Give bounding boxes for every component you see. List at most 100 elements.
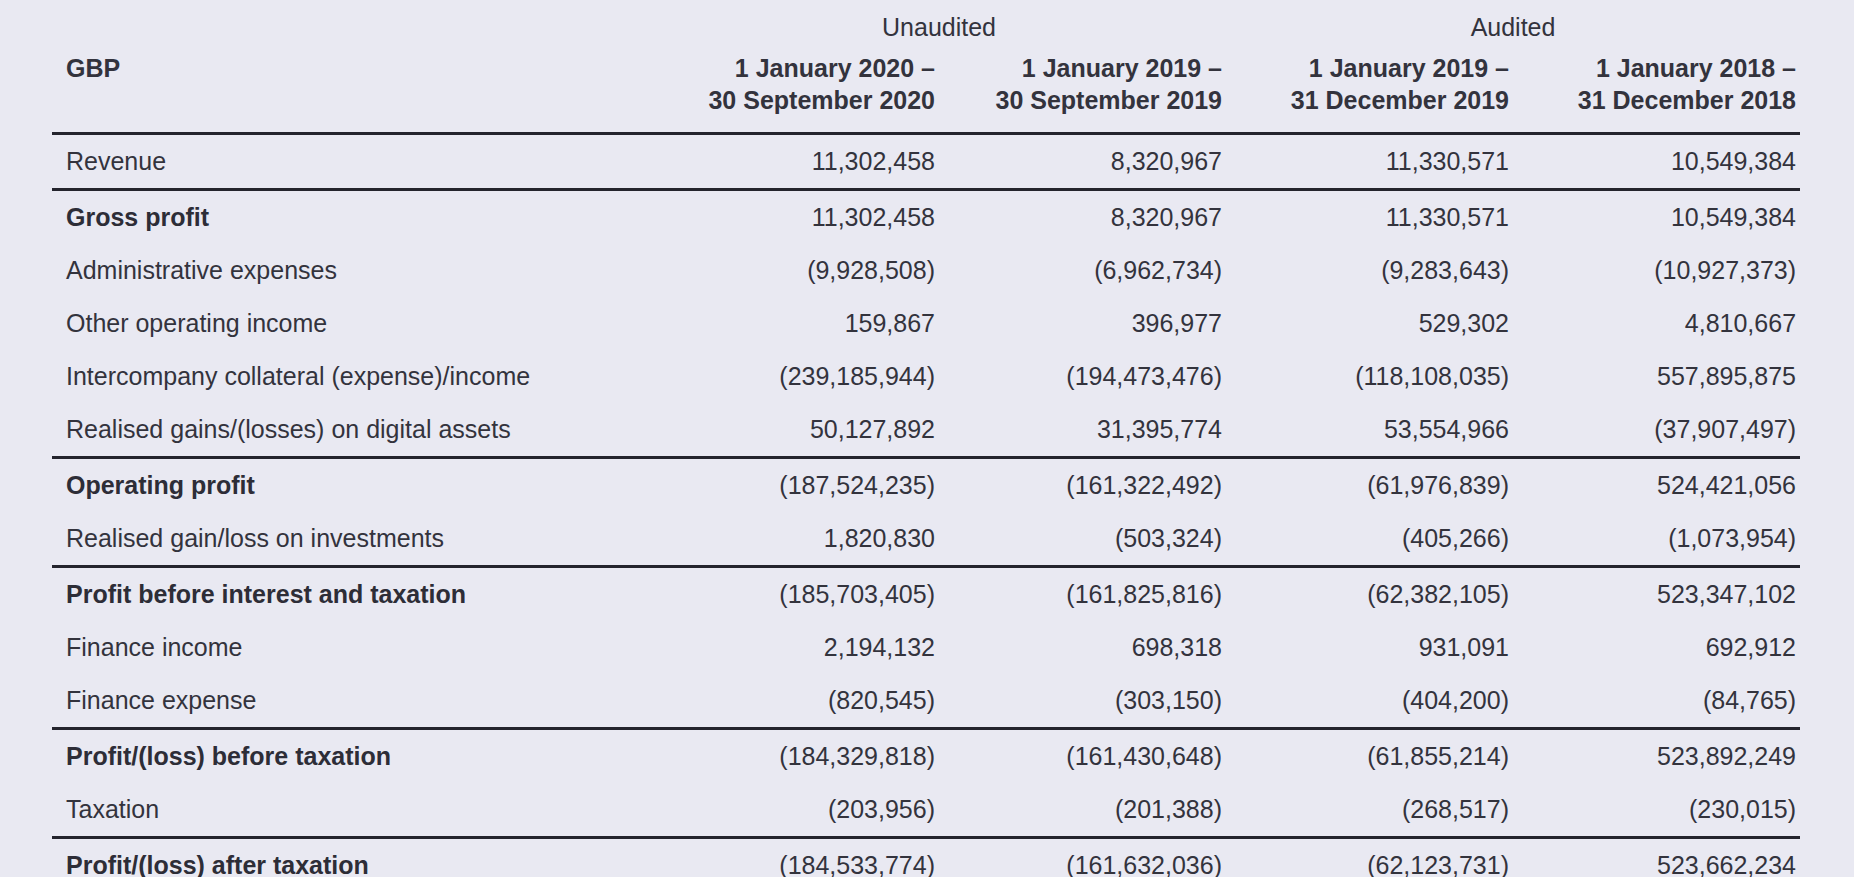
cell-value: 11,330,571	[1226, 190, 1513, 245]
cell-value: 10,549,384	[1513, 134, 1800, 190]
table-row-other-operating-income: Other operating income 159,867 396,977 5…	[52, 297, 1800, 350]
cell-value: (10,927,373)	[1513, 244, 1800, 297]
cell-value: (61,855,214)	[1226, 729, 1513, 784]
table-row-finance-expense: Finance expense (820,545) (303,150) (404…	[52, 674, 1800, 729]
row-label: Profit before interest and taxation	[52, 567, 652, 622]
row-label: Realised gains/(losses) on digital asset…	[52, 403, 652, 458]
cell-value: 692,912	[1513, 621, 1800, 674]
cell-value: (118,108,035)	[1226, 350, 1513, 403]
income-statement-table: Unaudited Audited GBP 1 January 2020 – 3…	[52, 4, 1800, 877]
cell-value: (161,322,492)	[939, 458, 1226, 513]
cell-value: (820,545)	[652, 674, 939, 729]
table-row-profit-loss-before-taxation: Profit/(loss) before taxation (184,329,8…	[52, 729, 1800, 784]
table-row-profit-before-interest-taxation: Profit before interest and taxation (185…	[52, 567, 1800, 622]
cell-value: 159,867	[652, 297, 939, 350]
period-4-line-1: 1 January 2018 –	[1596, 54, 1796, 82]
cell-value: (6,962,734)	[939, 244, 1226, 297]
row-label: Profit/(loss) after taxation	[52, 838, 652, 877]
table-row-operating-profit: Operating profit (187,524,235) (161,322,…	[52, 458, 1800, 513]
cell-value: 524,421,056	[1513, 458, 1800, 513]
period-2-line-2: 30 September 2019	[995, 86, 1222, 114]
cell-value: (194,473,476)	[939, 350, 1226, 403]
table-row-realised-gain-loss-investments: Realised gain/loss on investments 1,820,…	[52, 512, 1800, 567]
cell-value: (303,150)	[939, 674, 1226, 729]
cell-value: (503,324)	[939, 512, 1226, 567]
cell-value: 53,554,966	[1226, 403, 1513, 458]
cell-value: (239,185,944)	[652, 350, 939, 403]
row-label: Administrative expenses	[52, 244, 652, 297]
cell-value: 529,302	[1226, 297, 1513, 350]
row-label: Operating profit	[52, 458, 652, 513]
cell-value: (62,123,731)	[1226, 838, 1513, 877]
currency-label: GBP	[52, 52, 652, 134]
audit-group-row: Unaudited Audited	[52, 4, 1800, 52]
cell-value: (185,703,405)	[652, 567, 939, 622]
cell-value: 8,320,967	[939, 190, 1226, 245]
cell-value: 1,820,830	[652, 512, 939, 567]
cell-value: 11,330,571	[1226, 134, 1513, 190]
row-label: Realised gain/loss on investments	[52, 512, 652, 567]
row-label: Other operating income	[52, 297, 652, 350]
period-1-line-2: 30 September 2020	[708, 86, 935, 114]
cell-value: (184,533,774)	[652, 838, 939, 877]
cell-value: (1,073,954)	[1513, 512, 1800, 567]
row-label: Taxation	[52, 783, 652, 838]
table-row-profit-loss-after-taxation: Profit/(loss) after taxation (184,533,77…	[52, 838, 1800, 877]
row-label: Finance income	[52, 621, 652, 674]
column-header-period-3: 1 January 2019 – 31 December 2019	[1226, 52, 1513, 134]
table-row-gross-profit: Gross profit 11,302,458 8,320,967 11,330…	[52, 190, 1800, 245]
column-header-period-4: 1 January 2018 – 31 December 2018	[1513, 52, 1800, 134]
cell-value: (84,765)	[1513, 674, 1800, 729]
cell-value: (61,976,839)	[1226, 458, 1513, 513]
cell-value: (161,825,816)	[939, 567, 1226, 622]
row-label: Finance expense	[52, 674, 652, 729]
table-row-finance-income: Finance income 2,194,132 698,318 931,091…	[52, 621, 1800, 674]
period-4-line-2: 31 December 2018	[1578, 86, 1796, 114]
table-row-realised-gains-digital-assets: Realised gains/(losses) on digital asset…	[52, 403, 1800, 458]
group-header-audited: Audited	[1226, 4, 1800, 52]
column-header-period-1: 1 January 2020 – 30 September 2020	[652, 52, 939, 134]
cell-value: (184,329,818)	[652, 729, 939, 784]
cell-value: 4,810,667	[1513, 297, 1800, 350]
cell-value: 31,395,774	[939, 403, 1226, 458]
cell-value: 931,091	[1226, 621, 1513, 674]
table-row-administrative-expenses: Administrative expenses (9,928,508) (6,9…	[52, 244, 1800, 297]
cell-value: 523,892,249	[1513, 729, 1800, 784]
cell-value: (161,632,036)	[939, 838, 1226, 877]
cell-value: (268,517)	[1226, 783, 1513, 838]
cell-value: (404,200)	[1226, 674, 1513, 729]
group-header-unaudited: Unaudited	[652, 4, 1226, 52]
cell-value: 50,127,892	[652, 403, 939, 458]
table-row-revenue: Revenue 11,302,458 8,320,967 11,330,571 …	[52, 134, 1800, 190]
period-1-line-1: 1 January 2020 –	[735, 54, 935, 82]
cell-value: (203,956)	[652, 783, 939, 838]
row-label: Intercompany collateral (expense)/income	[52, 350, 652, 403]
cell-value: (405,266)	[1226, 512, 1513, 567]
cell-value: 11,302,458	[652, 190, 939, 245]
cell-value: (9,928,508)	[652, 244, 939, 297]
period-3-line-1: 1 January 2019 –	[1309, 54, 1509, 82]
cell-value: 698,318	[939, 621, 1226, 674]
row-label: Profit/(loss) before taxation	[52, 729, 652, 784]
row-label: Revenue	[52, 134, 652, 190]
cell-value: (230,015)	[1513, 783, 1800, 838]
cell-value: 10,549,384	[1513, 190, 1800, 245]
row-label: Gross profit	[52, 190, 652, 245]
table-row-intercompany-collateral: Intercompany collateral (expense)/income…	[52, 350, 1800, 403]
cell-value: 557,895,875	[1513, 350, 1800, 403]
table-body: Revenue 11,302,458 8,320,967 11,330,571 …	[52, 134, 1800, 877]
cell-value: (9,283,643)	[1226, 244, 1513, 297]
group-header-spacer	[52, 4, 652, 52]
cell-value: 523,347,102	[1513, 567, 1800, 622]
cell-value: 11,302,458	[652, 134, 939, 190]
cell-value: 8,320,967	[939, 134, 1226, 190]
cell-value: (161,430,648)	[939, 729, 1226, 784]
cell-value: (187,524,235)	[652, 458, 939, 513]
column-header-period-2: 1 January 2019 – 30 September 2019	[939, 52, 1226, 134]
period-2-line-1: 1 January 2019 –	[1022, 54, 1222, 82]
table-header: Unaudited Audited GBP 1 January 2020 – 3…	[52, 4, 1800, 134]
cell-value: 523,662,234	[1513, 838, 1800, 877]
cell-value: 2,194,132	[652, 621, 939, 674]
table-row-taxation: Taxation (203,956) (201,388) (268,517) (…	[52, 783, 1800, 838]
column-header-row: GBP 1 January 2020 – 30 September 2020 1…	[52, 52, 1800, 134]
